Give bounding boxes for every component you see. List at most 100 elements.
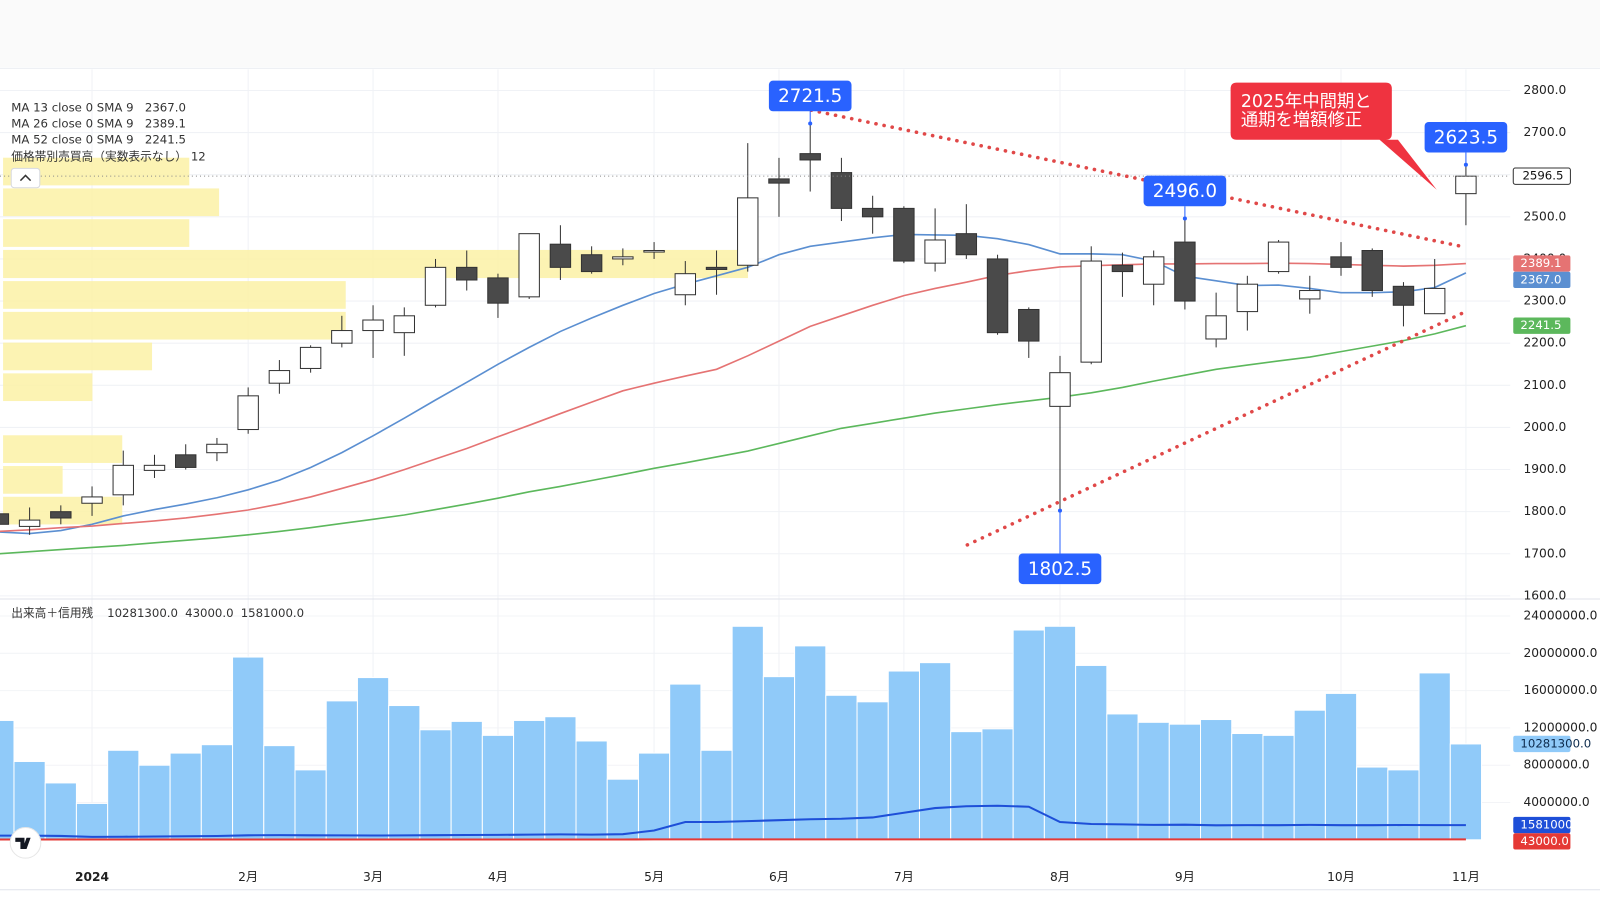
x-tick-label: 9月 (1175, 870, 1195, 884)
volume-profile-bar (3, 342, 153, 371)
moving-average (0, 262, 1466, 533)
candle-body (50, 511, 72, 519)
volume-bar (138, 764, 171, 841)
note-line: 2025年中間期と (1241, 92, 1372, 112)
callout-box (1143, 175, 1227, 207)
candle-body (112, 464, 134, 496)
candle-body (1299, 290, 1321, 300)
volume-bar (918, 662, 952, 841)
candle-body (1174, 241, 1196, 302)
volume-bar (325, 700, 358, 841)
moving-average (0, 324, 1467, 555)
volume-bar (450, 720, 483, 841)
volume-bar (1200, 719, 1233, 841)
axis-tag-label: 1581000.0 (1520, 818, 1583, 832)
volume-bar (0, 719, 15, 841)
volume-profile-bar (3, 219, 190, 247)
callout-point (1182, 216, 1187, 221)
candle-body (456, 266, 478, 281)
candle-body (1455, 175, 1477, 195)
note-line: 通期を増額修正 (1241, 110, 1362, 130)
candle-body (768, 178, 790, 184)
volume-bar (1043, 625, 1077, 841)
volume-bar (356, 677, 390, 841)
collapse-icon (19, 174, 32, 182)
volume-bar (1324, 692, 1358, 841)
x-tick-label: 3月 (363, 870, 383, 884)
callout-label: 2623.5 (1434, 127, 1498, 148)
y-tick-label: 20000000.0 (1523, 646, 1597, 660)
y-tick-label: 2200.0 (1523, 336, 1566, 350)
volume-bar (1137, 721, 1170, 841)
x-tick-label: 10月 (1327, 870, 1355, 884)
candle-body (206, 443, 228, 454)
x-tick-label: 7月 (894, 870, 914, 884)
x-tick-label: 5月 (644, 870, 664, 884)
volume-bar (575, 740, 608, 841)
y-tick-label: 1600.0 (1523, 588, 1566, 602)
plot-area (0, 123, 1511, 841)
candle-body (1236, 283, 1259, 313)
candle-body (1111, 264, 1134, 273)
candle-body (331, 330, 353, 344)
y-tick-label: 1900.0 (1523, 462, 1566, 476)
y-tick-label: 1800.0 (1523, 504, 1566, 518)
note-callout (1230, 82, 1437, 190)
candle-body (175, 454, 197, 468)
volume-bar (1231, 732, 1264, 841)
x-tick-label: 2024 (75, 870, 109, 884)
candle-body (924, 239, 946, 264)
axis-tag (1513, 816, 1571, 834)
volume-bar (544, 716, 577, 841)
collapse-button[interactable] (10, 167, 41, 189)
legend-value: 2241.5 (145, 132, 186, 146)
price-tag (1512, 167, 1571, 185)
candle-body (1423, 287, 1446, 315)
axis-tag (1513, 833, 1571, 850)
y-tick-label: 12000000.0 (1523, 720, 1597, 734)
volume-profile-bar (3, 188, 220, 217)
y-tick-label: 2000.0 (1523, 420, 1566, 434)
volume-bar (731, 625, 764, 841)
volume-bar (762, 676, 796, 841)
candle-body (143, 464, 166, 471)
callout-box (1424, 121, 1508, 153)
axis-tag (1513, 735, 1571, 753)
candle-body (674, 273, 697, 296)
volume-bar (1449, 743, 1483, 841)
axis-tag-label: 10281300.0 (1520, 736, 1591, 750)
legend-value: 10281300.0 (107, 606, 178, 620)
volume-profile-bar (3, 373, 93, 402)
candle-body (1392, 285, 1415, 306)
callout-point (1463, 162, 1468, 167)
volume-profile-bar (3, 281, 346, 309)
y-tick-label: 2500.0 (1523, 209, 1566, 223)
candle-body (268, 370, 291, 384)
moving-average (0, 233, 1467, 535)
volume-bar (1418, 672, 1451, 841)
candle-body (362, 319, 384, 332)
volume-bar (1012, 629, 1045, 841)
candle-body (0, 513, 10, 525)
volume-bar (388, 705, 421, 841)
axis-tag-label: 2389.1 (1520, 256, 1561, 270)
candle-body (955, 233, 978, 256)
axis-tag-label: 2241.5 (1520, 318, 1561, 332)
volume-bar (263, 745, 296, 841)
callout-point (808, 121, 813, 126)
volume-bar (794, 645, 827, 841)
volume-bar (856, 701, 889, 841)
candle-body (893, 207, 915, 262)
volume-bar (419, 729, 452, 841)
callout-label: 2496.0 (1153, 181, 1217, 202)
candle-body (299, 346, 322, 369)
candle-body (549, 243, 572, 268)
price-tag-label: 2596.5 (1522, 169, 1563, 183)
logo-mark (15, 837, 31, 849)
candle-body (18, 519, 41, 527)
y-tick-label: 2300.0 (1523, 294, 1566, 308)
volume-bar (13, 760, 46, 841)
candle-body (1018, 308, 1040, 342)
volume-bar (1075, 664, 1108, 841)
